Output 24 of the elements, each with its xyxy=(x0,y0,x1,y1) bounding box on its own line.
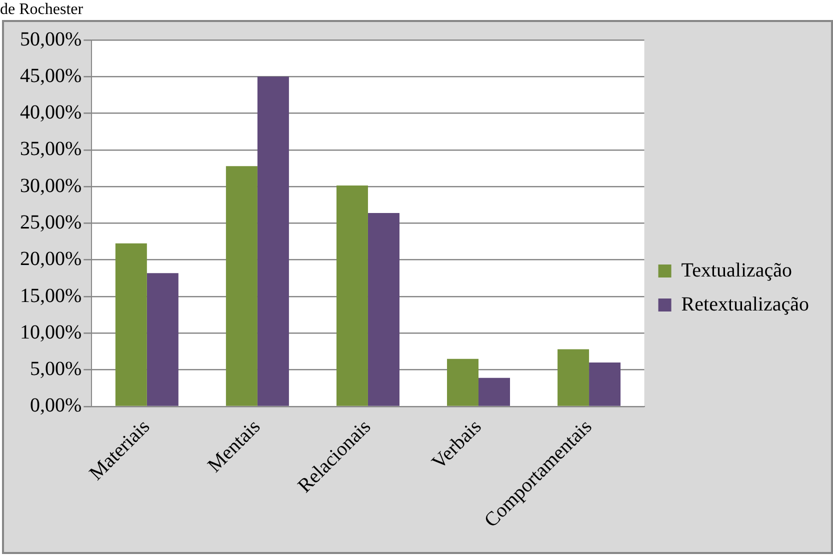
bar xyxy=(478,378,510,406)
y-tick-label: 30,00% xyxy=(20,174,82,197)
y-tick-label: 35,00% xyxy=(20,138,82,160)
y-tick-label: 25,00% xyxy=(20,211,82,234)
y-tick-label: 15,00% xyxy=(20,284,82,307)
y-tick-label: 40,00% xyxy=(20,102,82,124)
bar xyxy=(226,166,258,406)
bar xyxy=(115,243,147,406)
y-tick-label: 5,00% xyxy=(30,358,82,380)
text: de Rochester xyxy=(0,1,84,18)
legend-label: Retextualização xyxy=(681,293,810,316)
y-tick-label: 20,00% xyxy=(20,248,82,270)
bar xyxy=(257,76,289,406)
y-tick-label: 10,00% xyxy=(20,321,82,344)
legend-label: Textualização xyxy=(681,259,792,282)
bar xyxy=(368,212,400,406)
y-tick-label: 45,00% xyxy=(20,64,82,87)
bar xyxy=(336,185,368,406)
bar xyxy=(447,358,479,406)
bar xyxy=(146,273,178,406)
y-tick-label: 0,00% xyxy=(30,394,82,417)
y-tick-label: 50,00% xyxy=(20,28,82,50)
bar xyxy=(589,362,621,406)
bar xyxy=(558,349,590,406)
